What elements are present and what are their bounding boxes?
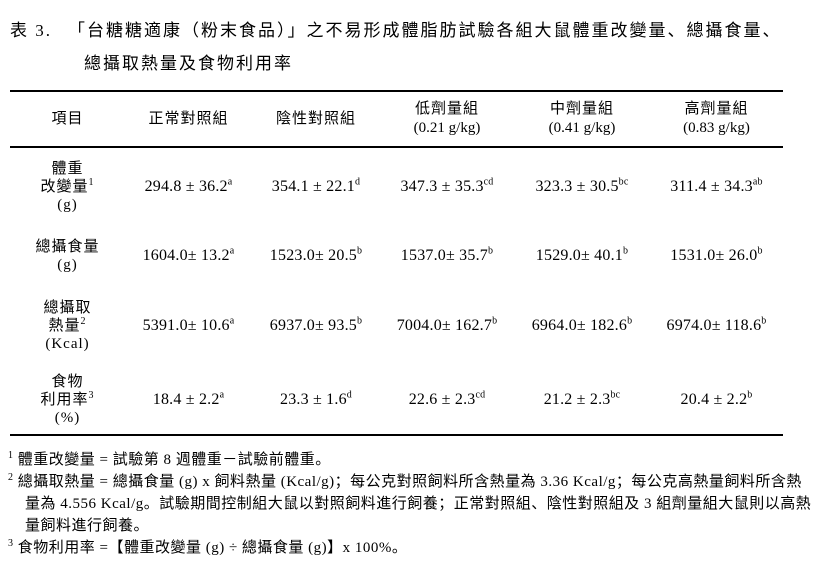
item-label-line: 熱量2	[48, 316, 87, 335]
significance-letter: b	[761, 315, 767, 327]
footnotes: 1 體重改變量 = 試驗第 8 週體重－試驗前體重。 2 總攝取熱量 = 總攝食…	[8, 449, 817, 559]
significance-letter: b	[487, 245, 494, 257]
value-cell: 6937.0± 93.5b	[269, 315, 363, 334]
value-cell: 18.4 ± 2.2a	[152, 389, 225, 408]
significance-letter: b	[747, 389, 753, 401]
value-cell: 22.6 ± 2.3cd	[408, 389, 486, 408]
header-normal-control: 正常對照組	[148, 110, 229, 127]
value-cell: 5391.0± 10.6a	[142, 315, 235, 334]
table-row: 體重 改變量1 (g) 294.8 ± 36.2a 354.1 ± 22.1d 347.3…	[10, 147, 783, 225]
footnote-2-text: 總攝取熱量 = 總攝食量 (g) x 飼料熱量 (Kcal/g)；每公克對照飼料…	[17, 474, 812, 534]
header-item: 項目	[51, 110, 84, 127]
significance-letter: b	[356, 245, 363, 257]
value-cell: 1529.0± 40.1b	[535, 245, 629, 264]
table-row: 總攝食量 (g) 1604.0± 13.2a 1523.0± 20.5b 1537.0±…	[10, 225, 783, 287]
value-cell: 6974.0± 118.6b	[666, 315, 767, 334]
footnote-2: 2 總攝取熱量 = 總攝食量 (g) x 飼料熱量 (Kcal/g)；每公克對照…	[8, 471, 817, 537]
item-label-line: 總攝食量	[35, 239, 100, 255]
value-cell: 311.4 ± 34.3ab	[670, 176, 763, 195]
header-high-dose: 高劑量組 (0.83 g/kg)	[683, 101, 750, 136]
footnote-3-text: 食物利用率 =【體重改變量 (g) ÷ 總攝食量 (g)】x 100%。	[17, 540, 408, 556]
item-label-line: (Kcal)	[45, 336, 90, 352]
value-cell: 6964.0± 182.6b	[531, 315, 633, 334]
significance-letter: d	[354, 176, 361, 188]
item-label-line: 總攝取	[43, 300, 92, 316]
significance-letter: b	[757, 245, 763, 257]
value-cell: 7004.0± 162.7b	[396, 315, 498, 334]
results-table: 項目 正常對照組 陰性對照組 低劑量組 (0.21 g/kg) 中劑量組 (0.…	[10, 90, 783, 436]
significance-letter: b	[627, 315, 633, 327]
significance-letter: cd	[475, 389, 486, 401]
item-label-line: (g)	[57, 257, 78, 273]
item-footnote-marker: 2	[80, 316, 87, 327]
significance-letter: bc	[610, 389, 621, 401]
item-label-line: (g)	[57, 196, 78, 213]
table-row: 總攝取 熱量2 (Kcal) 5391.0± 10.6a 6937.0± 93.5b 70…	[10, 287, 783, 365]
value-cell: 20.4 ± 2.2b	[680, 389, 753, 408]
value-cell: 1531.0± 26.0b	[670, 245, 763, 264]
value-cell: 1523.0± 20.5b	[269, 245, 363, 264]
significance-letter: d	[346, 389, 352, 401]
value-cell: 1537.0± 35.7b	[400, 245, 494, 264]
row-item-label: 食物 利用率3 (%)	[10, 365, 125, 435]
value-cell: 294.8 ± 36.2a	[144, 176, 233, 195]
row-item-label: 總攝取 熱量2 (Kcal)	[10, 287, 125, 365]
row-item-label: 總攝食量 (g)	[10, 225, 125, 287]
item-footnote-marker: 3	[88, 389, 95, 401]
item-label-line: 體重	[51, 160, 84, 177]
item-label-line: 食物	[51, 373, 84, 390]
footnote-3: 3 食物利用率 =【體重改變量 (g) ÷ 總攝食量 (g)】x 100%。	[8, 537, 817, 559]
table-title-line2: 總攝取熱量及食物利用率	[84, 54, 293, 73]
table-body: 體重 改變量1 (g) 294.8 ± 36.2a 354.1 ± 22.1d 347.3…	[10, 147, 783, 435]
item-label-line: 利用率3	[40, 389, 95, 408]
header-mid-dose: 中劑量組 (0.41 g/kg)	[548, 101, 616, 136]
significance-letter: a	[219, 389, 225, 401]
footnote-2-marker: 2	[8, 472, 14, 483]
value-cell: 354.1 ± 22.1d	[271, 176, 361, 195]
header-row: 項目 正常對照組 陰性對照組 低劑量組 (0.21 g/kg) 中劑量組 (0.…	[10, 91, 783, 147]
significance-letter: b	[356, 315, 363, 327]
footnote-1: 1 體重改變量 = 試驗第 8 週體重－試驗前體重。	[8, 449, 817, 471]
footnote-1-marker: 1	[8, 450, 14, 461]
value-cell: 347.3 ± 35.3cd	[400, 176, 494, 195]
significance-letter: b	[622, 245, 629, 257]
header-negative-control: 陰性對照組	[275, 110, 356, 127]
significance-letter: cd	[483, 176, 494, 188]
significance-letter: bc	[618, 176, 629, 188]
item-label-line: 改變量1	[40, 176, 95, 195]
significance-letter: a	[229, 245, 235, 257]
item-label-line: (%)	[54, 409, 81, 426]
table-title: 表 3. 「台糖糖適康（粉末食品）」之不易形成體脂肪試驗各組大鼠體重改變量、總攝…	[10, 14, 815, 80]
value-cell: 21.2 ± 2.3bc	[543, 389, 621, 408]
significance-letter: a	[227, 176, 233, 188]
significance-letter: a	[229, 315, 235, 327]
value-cell: 23.3 ± 1.6d	[280, 389, 352, 408]
row-item-label: 體重 改變量1 (g)	[10, 147, 125, 225]
table-number-label: 表 3.	[10, 21, 52, 40]
value-cell: 323.3 ± 30.5bc	[535, 176, 629, 195]
table-title-line1: 「台糖糖適康（粉末食品）」之不易形成體脂肪試驗各組大鼠體重改變量、總攝食量、	[68, 21, 782, 40]
header-low-dose: 低劑量組 (0.21 g/kg)	[413, 101, 481, 136]
footnote-3-marker: 3	[8, 538, 14, 549]
footnote-1-text: 體重改變量 = 試驗第 8 週體重－試驗前體重。	[17, 452, 331, 468]
item-footnote-marker: 1	[88, 176, 95, 188]
significance-letter: ab	[752, 176, 763, 188]
table-title-text: 「台糖糖適康（粉末食品）」之不易形成體脂肪試驗各組大鼠體重改變量、總攝食量、 總…	[68, 14, 815, 80]
value-cell: 1604.0± 13.2a	[142, 245, 235, 264]
table-row: 食物 利用率3 (%) 18.4 ± 2.2a 23.3 ± 1.6d 22.6 ± 2.…	[10, 365, 783, 435]
significance-letter: b	[492, 315, 498, 327]
